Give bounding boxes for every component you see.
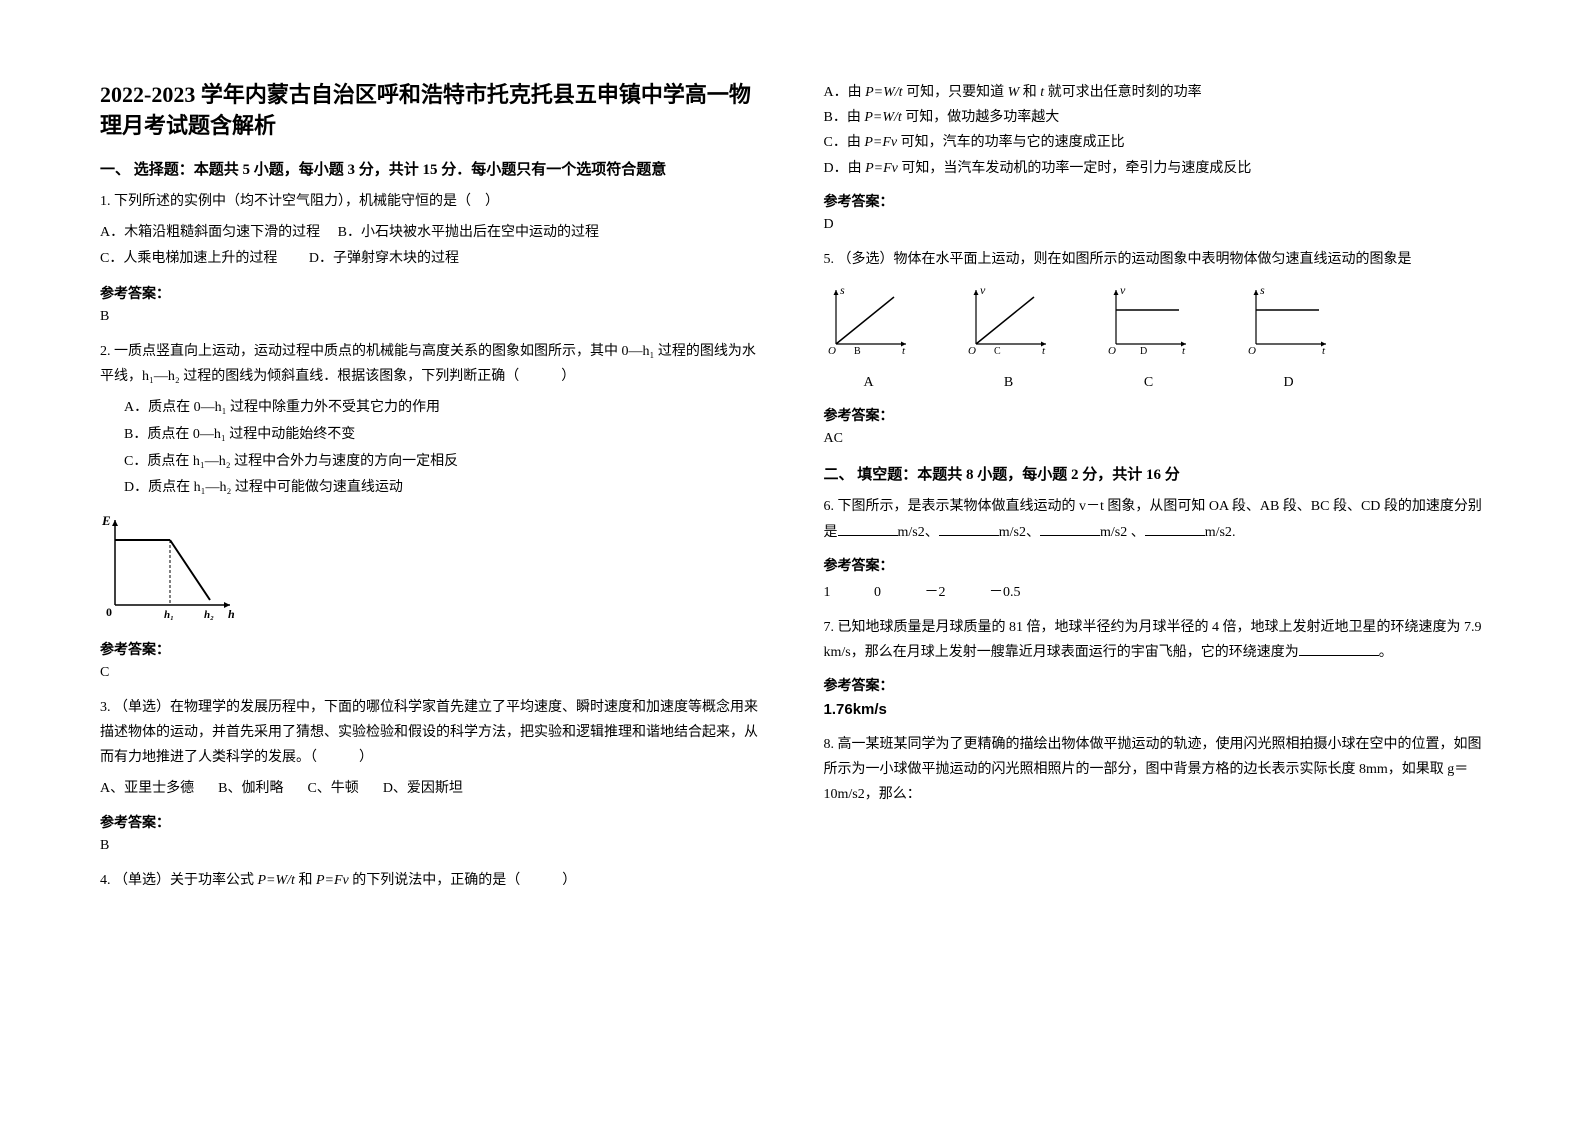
svg-text:C: C [994, 346, 1001, 357]
q7-answer: 1.76km/s [824, 701, 1488, 718]
q5-graphs: s O B t A v O C t [824, 282, 1488, 395]
q1-optB: B．小石块被水平抛出后在空中运动的过程 [338, 225, 599, 240]
q4-answer: D [824, 217, 1488, 233]
graph-C-label: C [1104, 370, 1194, 395]
graph-D: s O t D [1244, 282, 1334, 395]
svg-text:t: t [1182, 345, 1186, 357]
q6-unit-4: m/s2 [1205, 525, 1232, 540]
q3-optD: D、爱因斯坦 [383, 776, 463, 801]
q1-options-2: C．人乘电梯加速上升的过程 D．子弹射穿木块的过程 [100, 246, 764, 273]
q6-unit-3: m/s2 [1100, 525, 1127, 540]
svg-text:B: B [854, 346, 861, 357]
q2-answer-label: 参考答案： [100, 639, 764, 659]
svg-text:t: t [1322, 345, 1326, 357]
q8-text: 8. 高一某班某同学为了更精确的描绘出物体做平抛运动的轨迹，使用闪光照相拍摄小球… [824, 732, 1488, 808]
section2-header: 二、 填空题：本题共 8 小题，每小题 2 分，共计 16 分 [824, 463, 1488, 484]
q6-ans-2: 0 [874, 585, 881, 600]
svg-text:O: O [828, 345, 836, 357]
q1-answer: B [100, 309, 764, 325]
q1-text: 1. 下列所述的实例中（均不计空气阻力），机械能守恒的是（ ） [100, 189, 764, 214]
q2-text: 2. 一质点竖直向上运动，运动过程中质点的机械能与高度关系的图象如图所示，其中 … [100, 339, 764, 389]
question-7: 7. 已知地球质量是月球质量的 81 倍，地球半径约为月球半径的 4 倍，地球上… [824, 615, 1488, 665]
q3-options: A、亚里士多德 B、伽利略 C、牛顿 D、爱因斯坦 [100, 776, 764, 801]
q6-unit-1: m/s2 [898, 525, 925, 540]
q1-optD: D．子弹射穿木块的过程 [309, 251, 459, 266]
graph-B: v O C t B [964, 282, 1054, 395]
svg-text:h₁: h₁ [164, 609, 174, 620]
svg-text:t: t [902, 345, 906, 357]
svg-text:O: O [968, 345, 976, 357]
right-column: A．由 P=W/t 可知，只要知道 W 和 t 就可求出任意时刻的功率 B．由 … [824, 80, 1488, 1042]
q2-options: A．质点在 0—h₁ 过程中除重力外不受其它力的作用 B．质点在 0—h₁ 过程… [124, 395, 764, 501]
q3-optC: C、牛顿 [307, 776, 358, 801]
q3-answer: B [100, 838, 764, 854]
q7-answer-label: 参考答案： [824, 675, 1488, 695]
q1-options: A．木箱沿粗糙斜面匀速下滑的过程 B．小石块被水平抛出后在空中运动的过程 [100, 220, 764, 247]
q4-optB: B．由 P=W/t 可知，做功越多功率越大 [824, 105, 1488, 130]
q1-answer-label: 参考答案： [100, 283, 764, 303]
q1-optA: A．木箱沿粗糙斜面匀速下滑的过程 [100, 225, 320, 240]
q6-ans-3: －2 [925, 585, 946, 600]
q2-answer: C [100, 665, 764, 681]
q5-answer-label: 参考答案： [824, 405, 1488, 425]
question-4-options: A．由 P=W/t 可知，只要知道 W 和 t 就可求出任意时刻的功率 B．由 … [824, 80, 1488, 181]
svg-text:s: s [1260, 283, 1265, 297]
q2-optB: B．质点在 0—h₁ 过程中动能始终不变 [124, 422, 764, 449]
graph-D-label: D [1244, 370, 1334, 395]
q5-text: 5. （多选）物体在水平面上运动，则在如图所示的运动图象中表明物体做匀速直线运动… [824, 247, 1488, 272]
q6-ans-4: －0.5 [989, 585, 1021, 600]
q4-optD: D．由 P=Fv 可知，当汽车发动机的功率一定时，牵引力与速度成反比 [824, 156, 1488, 181]
svg-text:O: O [1248, 345, 1256, 357]
question-6: 6. 下图所示，是表示某物体做直线运动的 v－t 图象，从图可知 OA 段、AB… [824, 494, 1488, 544]
section1-header: 一、 选择题：本题共 5 小题，每小题 3 分，共计 15 分．每小题只有一个选… [100, 158, 764, 179]
q4-text: 4. （单选）关于功率公式 P=W/t 和 P=Fv 的下列说法中，正确的是（ … [100, 868, 764, 893]
energy-height-graph: E 0 h₁ h₂ h [100, 510, 240, 620]
svg-text:h₂: h₂ [204, 609, 214, 620]
question-1: 1. 下列所述的实例中（均不计空气阻力），机械能守恒的是（ ） A．木箱沿粗糙斜… [100, 189, 764, 273]
q6-ans-1: 1 [824, 585, 831, 600]
q6-answer: 1 0 －2 －0.5 [824, 581, 1488, 601]
graph-B-label: B [964, 370, 1054, 395]
q5-answer: AC [824, 431, 1488, 447]
svg-text:s: s [840, 283, 845, 297]
question-5: 5. （多选）物体在水平面上运动，则在如图所示的运动图象中表明物体做匀速直线运动… [824, 247, 1488, 396]
left-column: 2022-2023 学年内蒙古自治区呼和浩特市托克托县五申镇中学高一物理月考试题… [100, 80, 764, 1042]
svg-text:D: D [1140, 346, 1147, 357]
q6-unit-2: m/s2 [999, 525, 1026, 540]
svg-text:v: v [980, 283, 986, 297]
graph-y-label: E [101, 513, 111, 528]
q3-answer-label: 参考答案： [100, 812, 764, 832]
svg-text:O: O [1108, 345, 1116, 357]
q3-optA: A、亚里士多德 [100, 776, 194, 801]
q4-answer-label: 参考答案： [824, 191, 1488, 211]
q4-optA: A．由 P=W/t 可知，只要知道 W 和 t 就可求出任意时刻的功率 [824, 80, 1488, 105]
q2-optC: C．质点在 h₁—h₂ 过程中合外力与速度的方向一定相反 [124, 449, 764, 476]
q7-suffix: 。 [1379, 645, 1393, 660]
q2-optA: A．质点在 0—h₁ 过程中除重力外不受其它力的作用 [124, 395, 764, 422]
question-2: 2. 一质点竖直向上运动，运动过程中质点的机械能与高度关系的图象如图所示，其中 … [100, 339, 764, 629]
question-3: 3. （单选）在物理学的发展历程中，下面的哪位科学家首先建立了平均速度、瞬时速度… [100, 695, 764, 802]
document-title: 2022-2023 学年内蒙古自治区呼和浩特市托克托县五申镇中学高一物理月考试题… [100, 80, 764, 142]
svg-text:v: v [1120, 283, 1126, 297]
question-8: 8. 高一某班某同学为了更精确的描绘出物体做平抛运动的轨迹，使用闪光照相拍摄小球… [824, 732, 1488, 808]
q4-optC: C．由 P=Fv 可知，汽车的功率与它的速度成正比 [824, 130, 1488, 155]
q2-graph: E 0 h₁ h₂ h [100, 510, 764, 629]
graph-C: v O D t C [1104, 282, 1194, 395]
graph-A: s O B t A [824, 282, 914, 395]
q2-optD: D．质点在 h₁—h₂ 过程中可能做匀速直线运动 [124, 475, 764, 502]
question-4-text: 4. （单选）关于功率公式 P=W/t 和 P=Fv 的下列说法中，正确的是（ … [100, 868, 764, 893]
q6-answer-label: 参考答案： [824, 555, 1488, 575]
q3-optB: B、伽利略 [218, 776, 283, 801]
svg-text:t: t [1042, 345, 1046, 357]
q3-text: 3. （单选）在物理学的发展历程中，下面的哪位科学家首先建立了平均速度、瞬时速度… [100, 695, 764, 771]
svg-text:h: h [228, 607, 235, 620]
q1-optC: C．人乘电梯加速上升的过程 [100, 251, 277, 266]
svg-text:0: 0 [106, 605, 112, 619]
graph-A-label: A [824, 370, 914, 395]
